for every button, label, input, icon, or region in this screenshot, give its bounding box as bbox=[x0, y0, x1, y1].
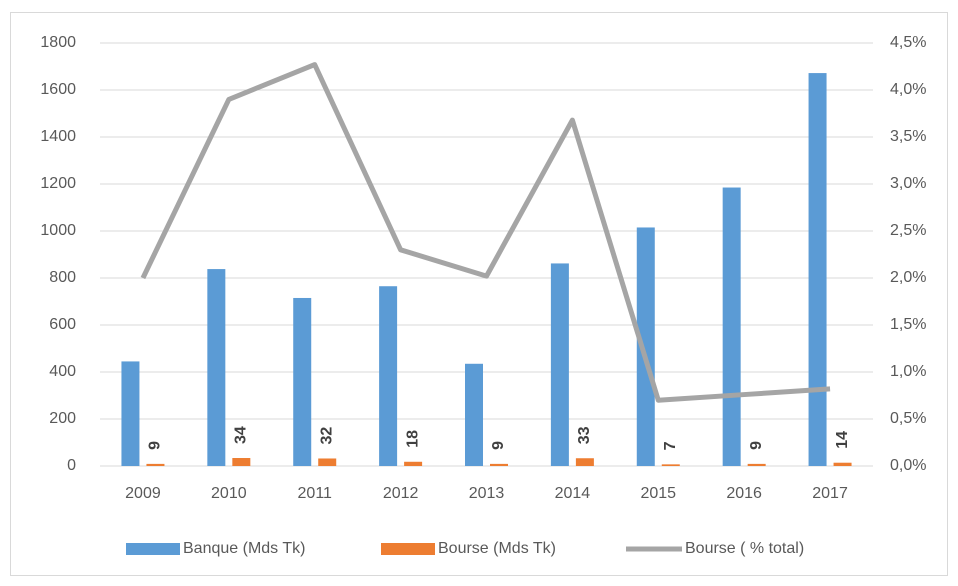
y-tick-label: 1200 bbox=[40, 175, 76, 192]
y2-tick-label: 3,0% bbox=[890, 175, 926, 192]
value-label: 18 bbox=[404, 430, 421, 448]
y-tick-label: 0 bbox=[67, 457, 76, 474]
legend-label: Banque (Mds Tk) bbox=[183, 540, 305, 557]
x-tick-label: 2017 bbox=[812, 485, 848, 502]
bar bbox=[404, 461, 423, 466]
bar bbox=[636, 227, 655, 466]
value-label: 9 bbox=[748, 441, 765, 450]
legend-label: Bourse (Mds Tk) bbox=[438, 540, 556, 557]
x-tick-label: 2015 bbox=[640, 485, 676, 502]
value-label: 34 bbox=[233, 426, 250, 444]
bar bbox=[808, 73, 827, 466]
y-tick-label: 1400 bbox=[40, 128, 76, 145]
legend-swatch bbox=[126, 543, 180, 555]
bar bbox=[722, 187, 741, 466]
x-tick-label: 2012 bbox=[383, 485, 419, 502]
y2-tick-label: 4,0% bbox=[890, 81, 926, 98]
y2-tick-label: 4,5% bbox=[890, 34, 926, 51]
x-tick-label: 2016 bbox=[726, 485, 762, 502]
y-tick-label: 1800 bbox=[40, 34, 76, 51]
y-tick-label: 200 bbox=[49, 410, 76, 427]
y2-tick-label: 1,0% bbox=[890, 363, 926, 380]
bar bbox=[465, 363, 483, 466]
bar bbox=[833, 462, 852, 466]
x-tick-label: 2013 bbox=[469, 485, 505, 502]
y2-tick-label: 0,0% bbox=[890, 457, 926, 474]
chart-border bbox=[10, 12, 948, 576]
bar bbox=[575, 458, 594, 466]
bar bbox=[550, 263, 569, 466]
bar bbox=[661, 464, 680, 466]
x-tick-label: 2014 bbox=[555, 485, 591, 502]
bar bbox=[379, 286, 398, 466]
y-tick-label: 600 bbox=[49, 316, 76, 333]
bar bbox=[232, 458, 251, 466]
y2-tick-label: 0,5% bbox=[890, 410, 926, 427]
value-label: 9 bbox=[147, 441, 164, 450]
y-tick-label: 1600 bbox=[40, 81, 76, 98]
value-label: 9 bbox=[490, 441, 507, 450]
bar bbox=[318, 458, 337, 466]
bar bbox=[207, 269, 226, 466]
bar bbox=[146, 463, 165, 466]
x-tick-label: 2010 bbox=[211, 485, 247, 502]
bar bbox=[121, 361, 140, 466]
bar bbox=[490, 463, 508, 466]
bar bbox=[747, 463, 766, 466]
value-label: 7 bbox=[662, 441, 679, 450]
legend-label: Bourse ( % total) bbox=[685, 540, 804, 557]
y-tick-label: 400 bbox=[49, 363, 76, 380]
line-series bbox=[140, 62, 831, 403]
value-label: 14 bbox=[834, 431, 851, 449]
x-tick-label: 2011 bbox=[298, 485, 333, 502]
value-label: 33 bbox=[576, 426, 593, 444]
x-tick-label: 2009 bbox=[125, 485, 161, 502]
y2-tick-label: 1,5% bbox=[890, 316, 926, 333]
y-tick-label: 800 bbox=[49, 269, 76, 286]
legend-swatch bbox=[381, 543, 435, 555]
bar bbox=[293, 297, 312, 466]
y2-tick-label: 3,5% bbox=[890, 128, 926, 145]
y2-tick-label: 2,0% bbox=[890, 269, 926, 286]
y-tick-label: 1000 bbox=[40, 222, 76, 239]
y2-tick-label: 2,5% bbox=[890, 222, 926, 239]
value-label: 32 bbox=[318, 427, 335, 445]
